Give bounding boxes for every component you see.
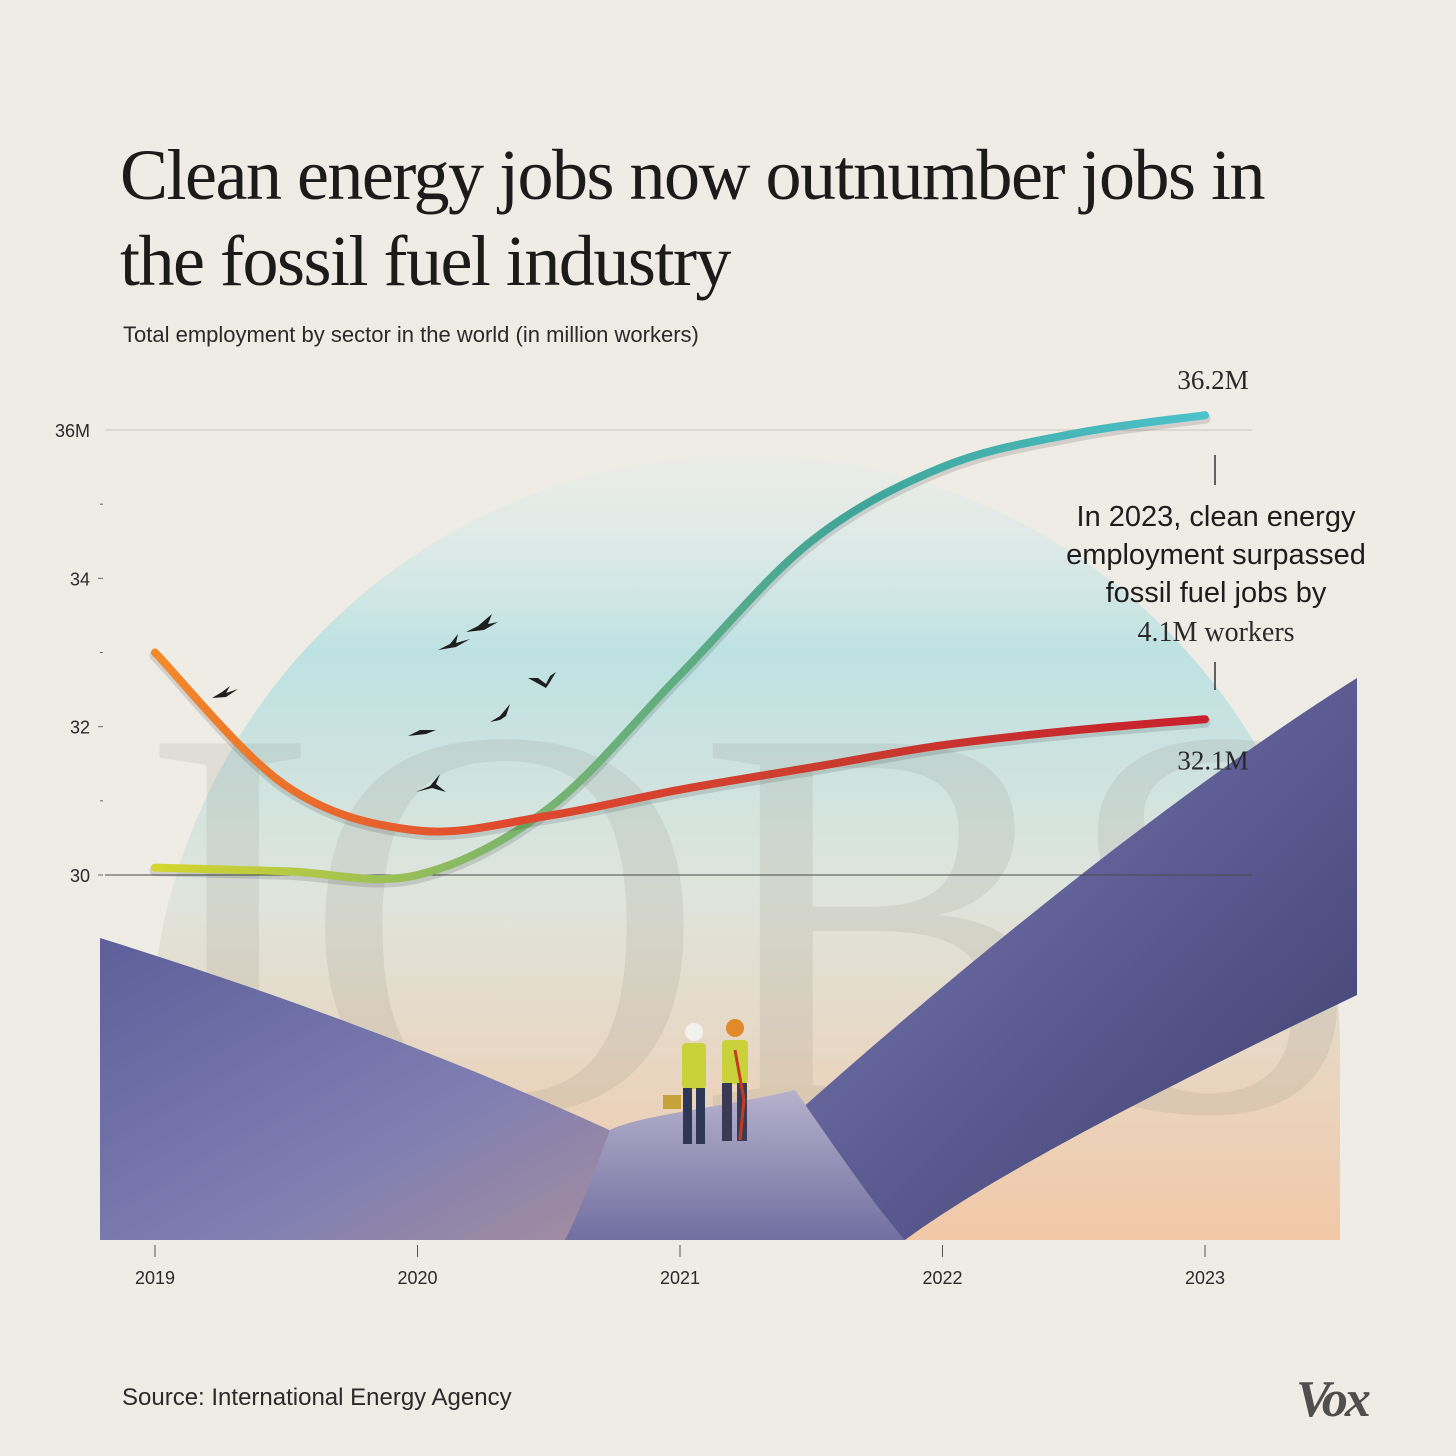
x-tick-label: 2023 [1185,1268,1225,1288]
fossil-line [151,648,1209,836]
x-tick-label: 2019 [135,1268,175,1288]
clean-end-label: 36.2M [1177,365,1248,395]
annotation-highlight: 4.1M workers [1137,617,1295,648]
y-tick-label: 36M [55,421,90,441]
y-tick-label: 34 [70,569,90,589]
fossil-end-label: 32.1M [1177,745,1248,775]
series-lines [149,411,1211,888]
source-note: Source: International Energy Agency [122,1384,512,1411]
workers [663,1019,748,1144]
illustration: JOBS [94,455,1372,1240]
x-axis: 2019 2020 2021 2022 2023 [135,1245,1225,1288]
turbine-hub [565,1090,905,1240]
y-tick-label: 32 [70,718,90,738]
annotation: In 2023, clean energy employment surpass… [1030,498,1402,652]
x-tick-label: 2020 [397,1268,437,1288]
vox-logo: Vox [1296,1371,1371,1428]
y-tick-label: 30 [70,866,90,886]
x-tick-label: 2021 [660,1268,700,1288]
chart-subtitle: Total employment by sector in the world … [123,322,699,347]
chart-title: Clean energy jobs now outnumber jobs in … [120,135,1266,301]
value-labels: 36.2M 32.1M [1177,365,1248,775]
turbine-blade-right [800,678,1357,1240]
turbine-blade-left [100,938,640,1240]
y-axis: 36M 34 32 30 [55,421,103,886]
x-tick-label: 2022 [922,1268,962,1288]
annotation-text: In 2023, clean energy employment surpass… [1066,501,1366,609]
clean-line [151,411,1209,884]
birds [212,614,556,792]
